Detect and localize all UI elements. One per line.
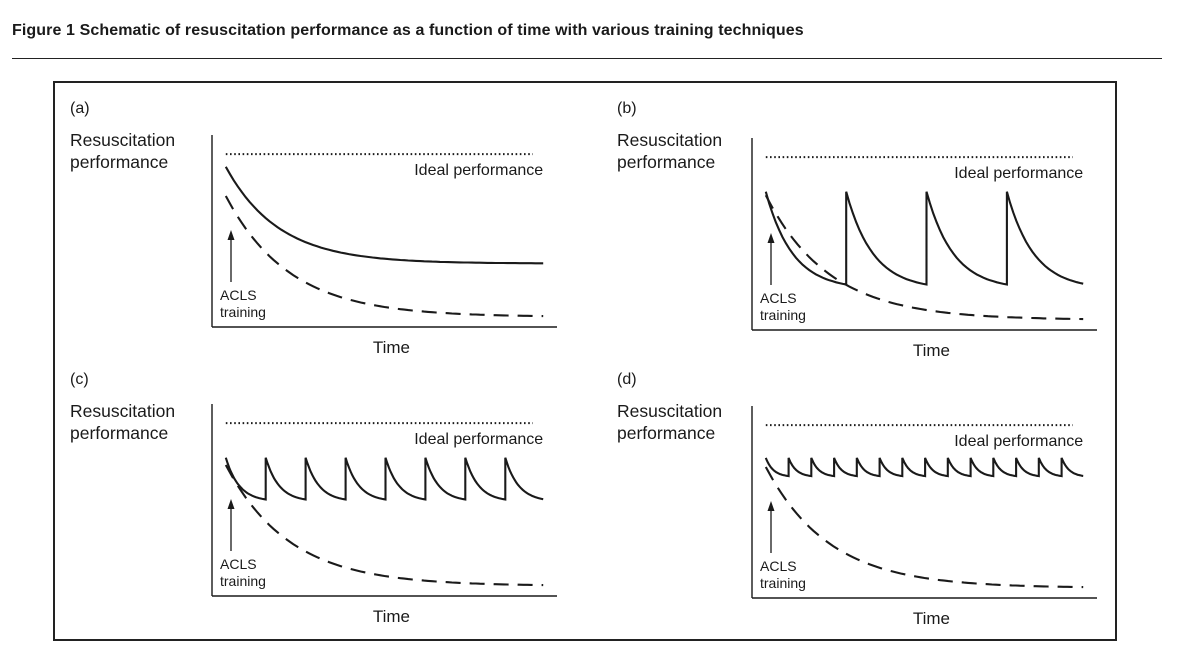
ideal-performance-label: Ideal performance	[414, 431, 543, 448]
x-axis-label: Time	[373, 607, 410, 626]
acls-training-label: training	[760, 575, 806, 591]
acls-training-label: ACLS	[220, 556, 257, 572]
acls-arrow-head	[227, 230, 235, 240]
panel-label: (c)	[70, 371, 89, 388]
acls-training-label: ACLS	[760, 290, 797, 306]
acls-training-label: training	[220, 304, 266, 320]
y-axis-label: performance	[617, 423, 715, 443]
ideal-performance-label: Ideal performance	[954, 165, 1083, 182]
acls-arrow-head	[227, 499, 235, 509]
series-solid-curve	[764, 191, 1084, 286]
ideal-performance-label: Ideal performance	[414, 162, 543, 179]
series-dashed-curve	[224, 195, 544, 318]
acls-training-label: ACLS	[220, 287, 257, 303]
acls-arrow-head	[767, 501, 775, 511]
series-solid-curve	[224, 166, 544, 265]
acls-training-label: training	[760, 307, 806, 323]
y-axis-label: Resuscitation	[70, 130, 175, 150]
acls-training-label: ACLS	[760, 558, 797, 574]
series-dashed-curve	[764, 194, 1084, 321]
y-axis-label: performance	[617, 152, 715, 172]
ideal-performance-label: Ideal performance	[954, 433, 1083, 450]
y-axis-label: performance	[70, 152, 168, 172]
panel-label: (a)	[70, 100, 90, 117]
series-dashed-curve	[764, 466, 1084, 589]
x-axis-label: Time	[913, 609, 950, 628]
figure-title: Figure 1 Schematic of resuscitation perf…	[12, 22, 804, 39]
y-axis-label: Resuscitation	[617, 130, 722, 150]
panel-label: (b)	[617, 100, 637, 117]
series-solid-curve	[764, 457, 1084, 478]
y-axis-label: Resuscitation	[617, 401, 722, 421]
series-dashed-curve	[224, 464, 544, 587]
y-axis-label: performance	[70, 423, 168, 443]
acls-arrow-head	[767, 233, 775, 243]
x-axis-label: Time	[373, 338, 410, 357]
title-rule	[12, 58, 1162, 59]
x-axis-label: Time	[913, 341, 950, 360]
y-axis-label: Resuscitation	[70, 401, 175, 421]
figure-frame	[53, 81, 1117, 641]
acls-training-label: training	[220, 573, 266, 589]
panel-label: (d)	[617, 371, 637, 388]
series-solid-curve	[224, 457, 544, 501]
